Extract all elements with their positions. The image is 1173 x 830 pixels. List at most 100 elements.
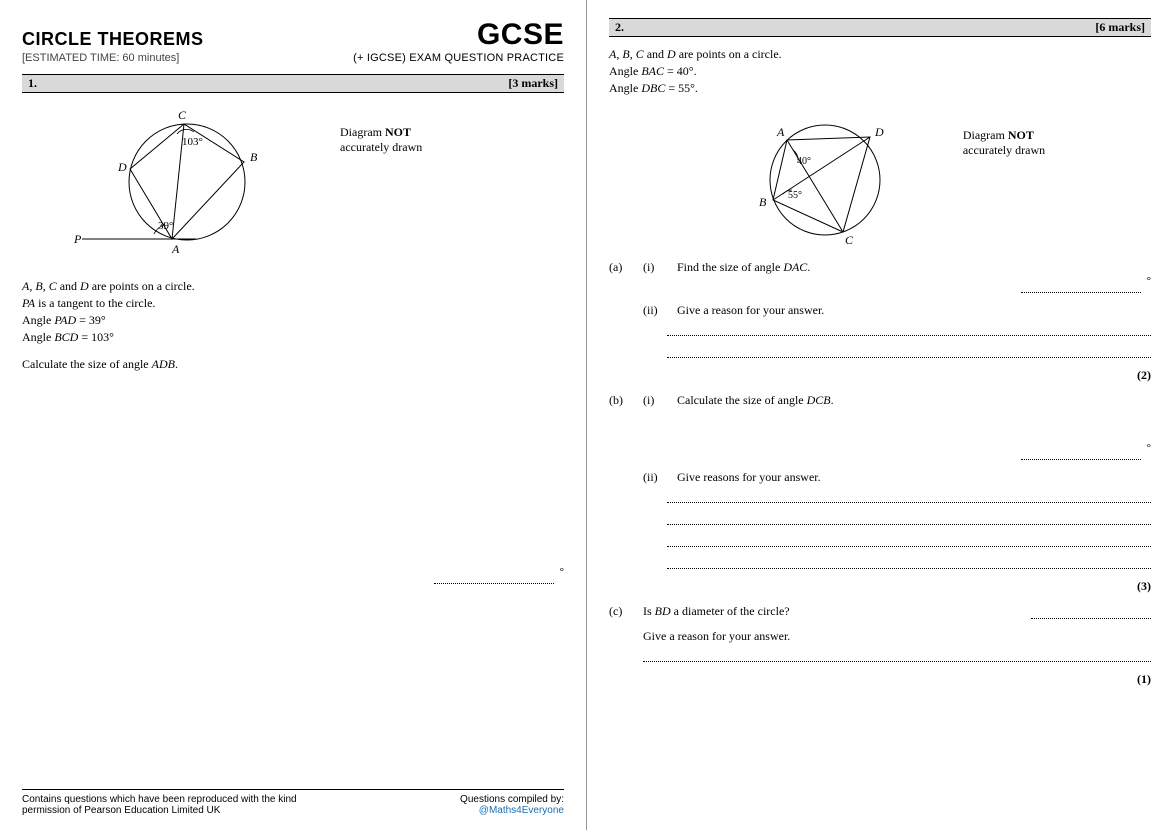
t: C bbox=[49, 279, 57, 293]
answer-line[interactable] bbox=[434, 574, 554, 584]
q1-marks: [3 marks] bbox=[508, 76, 558, 91]
sub-label: (ii) bbox=[643, 470, 667, 485]
page-left: CIRCLE THEOREMS [ESTIMATED TIME: 60 minu… bbox=[0, 0, 586, 830]
q2-number: 2. bbox=[615, 20, 624, 35]
q1-body: A, B, C and D are points on a circle. PA… bbox=[22, 279, 564, 372]
t: Find the size of angle bbox=[677, 260, 783, 274]
t: ADB bbox=[152, 357, 175, 371]
q2-a-i: (a) (i) Find the size of angle DAC. bbox=[609, 260, 1151, 275]
t: Calculate the size of angle bbox=[22, 357, 152, 371]
q1-diagram: 103° 39° A B C D P bbox=[22, 107, 312, 267]
note-bold: NOT bbox=[385, 125, 411, 139]
answer-line[interactable] bbox=[1031, 604, 1151, 619]
note-text2: accurately drawn bbox=[963, 143, 1045, 157]
label-C: C bbox=[178, 108, 187, 122]
q2-b-i: (b) (i) Calculate the size of angle DCB. bbox=[609, 393, 1151, 408]
submark-3: (3) bbox=[609, 579, 1151, 594]
page-right: 2. [6 marks] A, B, C and D are points on… bbox=[587, 0, 1173, 830]
degree-symbol: ° bbox=[1147, 275, 1151, 287]
footer-right1: Questions compiled by: bbox=[460, 794, 564, 805]
note-bold: NOT bbox=[1008, 128, 1034, 142]
q2-c: (c) Is BD a diameter of the circle? bbox=[609, 604, 1151, 619]
question-bar-2: 2. [6 marks] bbox=[609, 18, 1151, 37]
label-P: P bbox=[73, 232, 82, 246]
q2-c-reason: Give a reason for your answer. bbox=[609, 629, 1151, 644]
sub-label: (ii) bbox=[643, 303, 667, 318]
t: B bbox=[35, 279, 42, 293]
t: DCB bbox=[807, 393, 831, 407]
t: Is bbox=[643, 604, 655, 618]
t: and bbox=[57, 279, 80, 293]
t: Angle bbox=[22, 330, 54, 344]
doc-title: CIRCLE THEOREMS bbox=[22, 29, 204, 50]
q2-b-ii: (ii) Give reasons for your answer. bbox=[609, 470, 1151, 485]
t: PA bbox=[22, 296, 35, 310]
t: are points on a circle. bbox=[676, 47, 782, 61]
doc-header: CIRCLE THEOREMS [ESTIMATED TIME: 60 minu… bbox=[22, 18, 564, 64]
t: Angle bbox=[609, 81, 641, 95]
note-text2: accurately drawn bbox=[340, 140, 422, 154]
answer-line[interactable] bbox=[1021, 450, 1141, 460]
answer-line[interactable] bbox=[667, 535, 1151, 547]
submark-1: (1) bbox=[609, 672, 1151, 687]
q2-B: B bbox=[759, 195, 767, 209]
q2-bi-answer: ° bbox=[609, 448, 1151, 460]
t: C bbox=[636, 47, 644, 61]
q2-c-lines bbox=[643, 650, 1151, 662]
part-label: (c) bbox=[609, 604, 633, 619]
q2-diag-note: Diagram NOT accurately drawn bbox=[963, 128, 1045, 158]
part-label: (a) bbox=[609, 260, 633, 275]
q2-bii-lines bbox=[667, 491, 1151, 569]
q1-diagram-wrap: 103° 39° A B C D P Diagram NOT accuratel… bbox=[22, 107, 564, 267]
degree-symbol: ° bbox=[1147, 442, 1151, 454]
t: Angle bbox=[22, 313, 54, 327]
t: Angle bbox=[609, 64, 641, 78]
t: and bbox=[644, 47, 667, 61]
q2-a-ii: (ii) Give a reason for your answer. bbox=[609, 303, 1151, 318]
answer-line[interactable] bbox=[643, 650, 1151, 662]
answer-line[interactable] bbox=[1021, 283, 1141, 293]
footer-right2: @Maths4Everyone bbox=[460, 805, 564, 816]
t: Give a reason for your answer. bbox=[643, 629, 1151, 644]
t: . bbox=[175, 357, 178, 371]
q2-aii-lines bbox=[667, 324, 1151, 358]
t: = 103° bbox=[78, 330, 114, 344]
part-label: (b) bbox=[609, 393, 633, 408]
degree-symbol: ° bbox=[560, 566, 564, 578]
q2-A: A bbox=[776, 125, 785, 139]
t: Give a reason for your answer. bbox=[677, 303, 1151, 318]
answer-line[interactable] bbox=[667, 324, 1151, 336]
t: BCD bbox=[54, 330, 78, 344]
t: BD bbox=[655, 604, 671, 618]
t: . bbox=[807, 260, 810, 274]
answer-line[interactable] bbox=[667, 557, 1151, 569]
note-text: Diagram bbox=[340, 125, 385, 139]
footer-left2: permission of Pearson Education Limited … bbox=[22, 805, 297, 816]
q2-C: C bbox=[845, 233, 854, 247]
label-103: 103° bbox=[182, 136, 203, 148]
page-footer: Contains questions which have been repro… bbox=[22, 789, 564, 816]
label-A: A bbox=[171, 242, 180, 256]
label-D: D bbox=[117, 160, 127, 174]
doc-time: [ESTIMATED TIME: 60 minutes] bbox=[22, 52, 204, 64]
t: DBC bbox=[641, 81, 665, 95]
sub-label: (i) bbox=[643, 260, 667, 275]
q1-number: 1. bbox=[28, 76, 37, 91]
label-55: 55° bbox=[788, 190, 802, 201]
t: a diameter of the circle? bbox=[671, 604, 790, 618]
t: DAC bbox=[783, 260, 807, 274]
answer-line[interactable] bbox=[667, 346, 1151, 358]
t: is a tangent to the circle. bbox=[35, 296, 155, 310]
q2-intro: A, B, C and D are points on a circle. An… bbox=[609, 47, 1151, 96]
question-bar-1: 1. [3 marks] bbox=[22, 74, 564, 93]
t: PAD bbox=[54, 313, 76, 327]
label-40: 40° bbox=[797, 156, 811, 167]
answer-line[interactable] bbox=[667, 491, 1151, 503]
q2-D: D bbox=[874, 125, 884, 139]
t: B bbox=[622, 47, 629, 61]
q1-answer-slot: ° bbox=[22, 572, 564, 584]
q2-marks: [6 marks] bbox=[1095, 20, 1145, 35]
answer-line[interactable] bbox=[667, 513, 1151, 525]
t: . bbox=[831, 393, 834, 407]
note-text: Diagram bbox=[963, 128, 1008, 142]
